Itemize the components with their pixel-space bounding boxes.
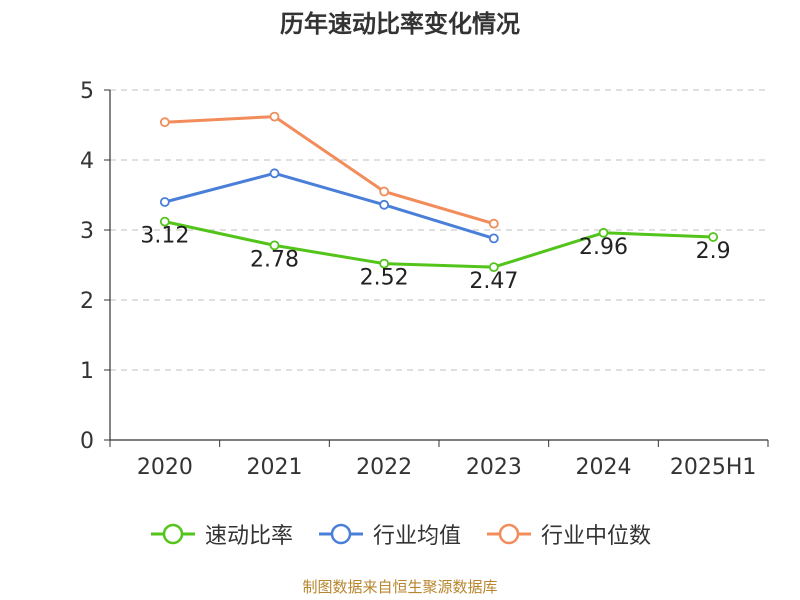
- x-tick-label: 2023: [466, 455, 522, 480]
- legend-item[interactable]: 速动比率: [149, 518, 293, 550]
- data-point: [598, 227, 609, 238]
- x-tick-label: 2022: [356, 455, 412, 480]
- data-point: [269, 168, 280, 179]
- legend-circle: [330, 523, 352, 545]
- source-note: 制图数据来自恒生聚源数据库: [302, 578, 498, 596]
- data-point: [488, 262, 499, 273]
- data-label: 2.52: [360, 266, 409, 291]
- data-label-layer: 3.12 2.78 2.52 2.47 2.96 2.9: [140, 224, 730, 295]
- series-line: [164, 171, 495, 240]
- data-point: [488, 218, 499, 229]
- data-point: [379, 199, 390, 210]
- data-point: [708, 232, 719, 242]
- data-label: 2.9: [696, 239, 731, 264]
- legend-label: 速动比率: [204, 524, 293, 549]
- legend: 速动比率 行业均值 行业中位数: [0, 518, 800, 550]
- legend-marker-icon: [318, 523, 363, 545]
- y-tick-label: 2: [80, 289, 94, 314]
- x-tick-label: 2025H1: [670, 455, 757, 480]
- x-tick-label: 2021: [247, 455, 303, 480]
- axis-layer: 0 1 2 3 4 5 2020 2021 2022 2023 2024 2025H1: [80, 79, 769, 480]
- series-line: [164, 220, 714, 269]
- data-point: [379, 186, 390, 197]
- y-tick-label: 4: [80, 149, 94, 174]
- legend-circle: [498, 523, 520, 545]
- legend-marker-icon: [150, 523, 195, 545]
- data-label: 3.12: [140, 224, 189, 249]
- chart-title: 历年速动比率变化情况: [280, 10, 520, 38]
- data-point: [269, 111, 280, 122]
- data-label: 2.47: [469, 269, 518, 294]
- y-tick-label: 1: [80, 359, 94, 384]
- x-tick-label: 2020: [137, 455, 193, 480]
- y-tick-label: 3: [80, 219, 94, 244]
- data-point: [269, 240, 280, 251]
- data-label: 2.78: [250, 247, 299, 272]
- legend-item[interactable]: 行业均值: [317, 518, 461, 550]
- legend-label: 行业中位数: [541, 524, 652, 549]
- data-point: [159, 216, 170, 227]
- legend-item[interactable]: 行业中位数: [485, 518, 651, 550]
- legend-circle: [162, 523, 184, 545]
- series-line: [164, 115, 495, 226]
- x-tick-label: 2024: [576, 455, 632, 480]
- y-tick-label: 0: [80, 429, 94, 454]
- legend-marker-icon: [487, 523, 531, 545]
- data-point: [159, 197, 170, 207]
- data-point: [488, 233, 499, 244]
- data-label: 2.96: [579, 235, 628, 260]
- series-layer: [159, 111, 719, 273]
- y-tick-label: 5: [80, 79, 94, 104]
- data-point: [159, 117, 170, 128]
- data-point: [379, 258, 390, 269]
- legend-label: 行业均值: [372, 524, 461, 549]
